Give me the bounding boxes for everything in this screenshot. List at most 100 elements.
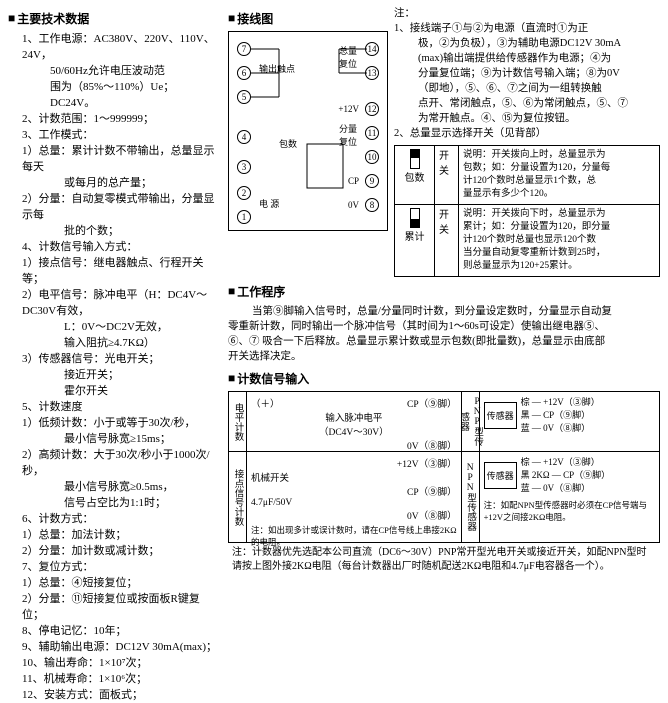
sig-label: 0V（⑧脚） bbox=[251, 508, 457, 522]
pin-6: 6 bbox=[237, 66, 251, 80]
note-line: (max)输出端提供给传感器作为电源；④为 bbox=[394, 51, 660, 66]
note-line: 分量复位端；⑨为计数信号输入端；⑧为0V bbox=[394, 66, 660, 81]
pin-1: 1 bbox=[237, 210, 251, 224]
mode-label: 包数 bbox=[405, 171, 425, 186]
wire-label: 棕 bbox=[521, 397, 530, 407]
spec-line: 12、安装方式：面板式； bbox=[8, 687, 220, 703]
pin-2: 2 bbox=[237, 186, 251, 200]
switch-icon bbox=[410, 149, 420, 169]
pin-7: 7 bbox=[237, 42, 251, 56]
sig-label: （DC4V～30V） bbox=[251, 424, 457, 438]
spec-line: 2）高频计数：大于30次/秒小于1000次/秒， bbox=[8, 447, 220, 479]
pin-14: 14 bbox=[365, 42, 379, 56]
section-title-wiring: 接线图 bbox=[228, 10, 388, 27]
label-v0: 0V bbox=[348, 200, 359, 210]
spec-line: 最小信号脉宽≥15ms； bbox=[8, 431, 220, 447]
pin-12: 12 bbox=[365, 102, 379, 116]
pin-10: 10 bbox=[365, 150, 379, 164]
mode-desc: 说明：开关拨向下时，总量显示为 bbox=[463, 208, 606, 221]
work-line: 零重新计数，同时输出一个脉冲信号（其时间为1～60s可设定）使输出继电器⑤、 bbox=[228, 319, 660, 334]
spec-line: 输入阻抗≥4.7KΩ） bbox=[8, 335, 220, 351]
switch-icon bbox=[410, 208, 420, 228]
wire-label: 棕 bbox=[521, 457, 530, 467]
spec-line: 2）分量：⑪短接复位或按面板R键复位； bbox=[8, 591, 220, 623]
label-v12: +12V bbox=[338, 104, 359, 114]
spec-line: 8、停电记忆：10年； bbox=[8, 623, 220, 639]
wire-label: 蓝 bbox=[521, 423, 530, 433]
sig-note: 注：如配NPN型传感器时必须在CP信号端与+12V之间接2KΩ电阻。 bbox=[484, 499, 655, 523]
spec-line: 围为（85%～110%）Ue； bbox=[8, 79, 220, 95]
notes-block: 注： 1、接线端子①与②为电源（直流时①为正 极，②为负极），③为辅助电源DC1… bbox=[394, 6, 660, 277]
sensor-box: 传感器 bbox=[484, 402, 517, 429]
spec-line: 2）分量：加计数或减计数； bbox=[8, 543, 220, 559]
pin-label: 0V（⑧脚） bbox=[543, 423, 590, 433]
label-sub-reset: 分量复位 bbox=[339, 122, 359, 148]
signal-col-title: PNP型传感器 bbox=[462, 392, 480, 451]
pin-13: 13 bbox=[365, 66, 379, 80]
note-line: 为常开触点。④、⑮为复位按钮。 bbox=[394, 111, 660, 126]
mode-desc: 计120个数时总量显示1个数，总 bbox=[463, 175, 596, 188]
sig-label: 4.7μF/50V bbox=[251, 498, 457, 508]
sig-label: +12V（③脚） bbox=[251, 456, 457, 470]
sig-label: （＋） bbox=[251, 396, 280, 410]
pin-label: 0V（⑧脚） bbox=[543, 483, 590, 493]
spec-line: 50/60Hz允许电压波动范 bbox=[8, 63, 220, 79]
pin-label: +12V（③脚） bbox=[543, 457, 600, 467]
spec-line: 5、计数速度 bbox=[8, 399, 220, 415]
pin-3: 3 bbox=[237, 160, 251, 174]
label-out-contact: 输出触点 bbox=[259, 62, 295, 75]
spec-line: 1）低频计数：小于或等于30次/秒， bbox=[8, 415, 220, 431]
spec-line: 2）电平信号：脉冲电平（H：DC4V～DC30V有效， bbox=[8, 287, 220, 319]
label-total-reset: 总量复位 bbox=[339, 44, 359, 70]
sig-note: 注：如出现多计或误计数时，请在CP信号线上串接2KΩ的电阻。 bbox=[251, 524, 457, 548]
spec-line: 1）接点信号：继电器触点、行程开关等； bbox=[8, 255, 220, 287]
note-line: 2、总量显示选择开关（见背部） bbox=[394, 126, 660, 141]
spec-line: 2、计数范围：1～999999； bbox=[8, 111, 220, 127]
wire-label: 黑 bbox=[521, 410, 530, 420]
label-power: 电 源 bbox=[259, 197, 279, 210]
mode-desc: 计120个数时总量也显示120个数 bbox=[463, 234, 596, 247]
pin-9: 9 bbox=[365, 174, 379, 188]
pin-label: CP（⑨脚） bbox=[543, 410, 590, 420]
section-title-tech: 主要技术数据 bbox=[8, 10, 220, 27]
pin-5: 5 bbox=[237, 90, 251, 104]
spec-line: 批的个数； bbox=[8, 223, 220, 239]
pin-4: 4 bbox=[237, 130, 251, 144]
pin-11: 11 bbox=[365, 126, 379, 140]
note-line: 1、接线端子①与②为电源（直流时①为正 bbox=[394, 21, 660, 36]
label-cp: CP bbox=[348, 176, 359, 186]
work-program: 当第⑨脚输入信号时，总量/分量同时计数，到分量设定数时，分量显示自动复 零重新计… bbox=[228, 304, 660, 364]
spec-line: 接近开关； bbox=[8, 367, 220, 383]
spec-line: 或每月的总产量； bbox=[8, 175, 220, 191]
spec-line: 4、计数信号输入方式： bbox=[8, 239, 220, 255]
spec-line: 2）分量：自动复零模式带输出，分量显示每 bbox=[8, 191, 220, 223]
sig-label: 机械开关 bbox=[251, 470, 457, 484]
wiring-lines-icon bbox=[229, 32, 387, 230]
note-line: 极，②为负极），③为辅助电源DC12V 30mA bbox=[394, 36, 660, 51]
spec-line: 1）总量：④短接复位； bbox=[8, 575, 220, 591]
sig-label: 0V（⑧脚） bbox=[251, 438, 457, 452]
work-line: ⑥、⑦ 吸合一下后释放。总量显示累计数或显示包数(即批量数)，总量显示由底部 bbox=[228, 334, 660, 349]
switch-label: 开关 bbox=[435, 146, 459, 204]
spec-line: 7、复位方式： bbox=[8, 559, 220, 575]
signal-col-title: NPN型传感器 bbox=[462, 452, 480, 542]
work-line: 开关选择决定。 bbox=[228, 349, 660, 364]
spec-line: 最小信号脉宽≥0.5ms， bbox=[8, 479, 220, 495]
wire-label: 蓝 bbox=[521, 483, 530, 493]
signal-table: 电平计数 （＋）CP（⑨脚） 输入脉冲电平 （DC4V～30V） 0V（⑧脚） … bbox=[228, 391, 660, 543]
left-column: 主要技术数据 1、工作电源：AC380V、220V、110V、24V， 50/6… bbox=[8, 6, 228, 611]
section-title-work: 工作程序 bbox=[228, 283, 660, 300]
pin-label: CP（⑨脚） bbox=[563, 470, 610, 480]
spec-line: 6、计数方式： bbox=[8, 511, 220, 527]
spec-line: 3、工作模式： bbox=[8, 127, 220, 143]
spec-line: 1）总量：累计计数不带输出，总量显示每天 bbox=[8, 143, 220, 175]
spec-line: 9、辅助输出电源：DC12V 30mA(max)； bbox=[8, 639, 220, 655]
note-line: （即地），⑤、⑥、⑦之间为一组转换触 bbox=[394, 81, 660, 96]
mode-desc: 量显示有多少个120。 bbox=[463, 188, 553, 201]
wiring-diagram: 7 6 5 4 3 2 1 14 13 12 11 10 9 8 输出触点 电 … bbox=[228, 31, 388, 231]
spec-line: 3）传感器信号：光电开关； bbox=[8, 351, 220, 367]
spec-line: 1、工作电源：AC380V、220V、110V、24V， bbox=[8, 31, 220, 63]
note-line: 点开、常闭触点，⑤、⑥为常闭触点，⑤、⑦ bbox=[394, 96, 660, 111]
sig-label: CP（⑨脚） bbox=[251, 484, 457, 498]
spec-line: 信号占空比为1:1时； bbox=[8, 495, 220, 511]
